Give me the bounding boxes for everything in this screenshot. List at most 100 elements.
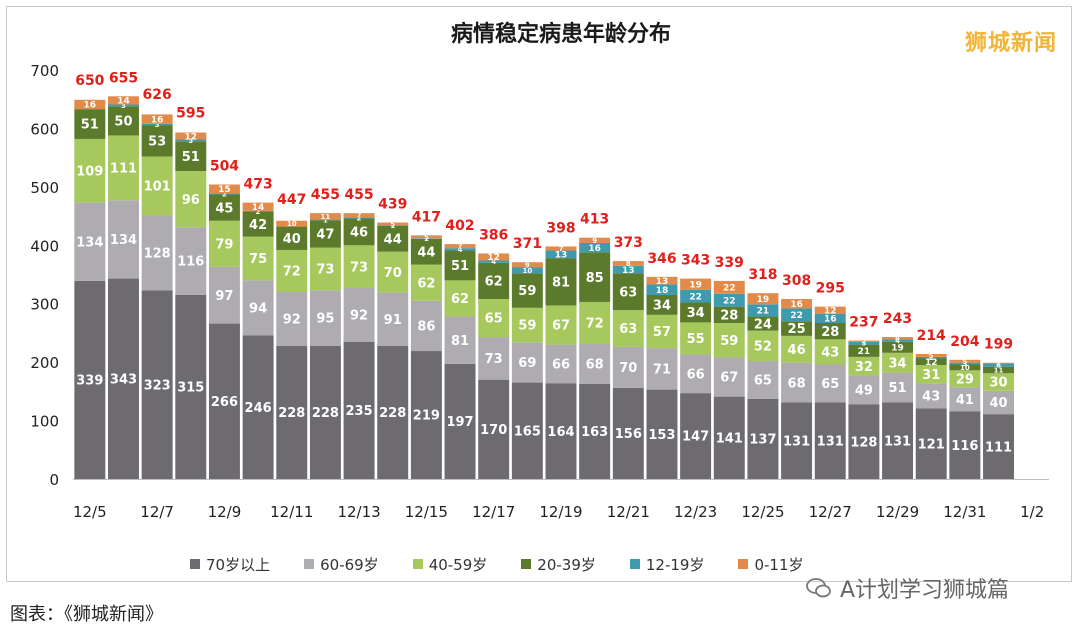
wechat-account-name: A计划学习狮城篇 [840,578,1010,603]
bar-segment [781,362,813,403]
bar-segment [983,390,1014,415]
bar-segment [108,200,139,279]
segment-label: 30 [989,376,1007,391]
x-tick-label: 12/5 [73,503,107,521]
segment-label: 22 [723,284,736,294]
segment-label: 163 [581,425,608,440]
segment-label: 73 [316,263,334,278]
segment-label: 59 [720,334,738,349]
segment-label: 8 [626,260,631,268]
bar-segment [747,398,779,479]
segment-label: 111 [985,440,1012,455]
y-tick-label: 100 [30,413,59,431]
x-tick-label: 12/13 [337,503,380,521]
bar-segment [208,194,240,221]
segment-label: 68 [788,376,806,391]
bar-segment [915,358,947,366]
bar-segment [545,344,577,384]
bar-segment [309,219,341,221]
bar-segment [309,290,341,346]
segment-label: 1 [996,360,1001,368]
segment-label: 45 [215,201,233,216]
bar-segment [680,278,712,290]
segment-label: 10 [287,220,297,228]
segment-label: 62 [485,275,503,290]
segment-label: 5 [962,358,967,366]
segment-label: 164 [547,425,574,440]
segment-label: 65 [821,377,839,392]
segment-label: 128 [850,435,877,450]
segment-label: 131 [884,434,911,449]
segment-label: 91 [384,313,402,328]
segment-label: 14 [117,97,130,107]
legend-item: 12-19岁 [629,554,704,575]
segment-label: 29 [956,372,974,387]
segment-label: 19 [757,295,770,305]
bar-segment [612,273,644,311]
segment-label: 34 [889,356,907,371]
bar-segment [713,306,745,323]
bar-segment [444,244,476,249]
bar-segment [309,213,341,220]
legend-label: 0-11岁 [754,555,804,574]
segment-label: 5 [929,352,934,360]
bar-segment [882,402,914,479]
segment-label: 131 [783,434,810,449]
segment-label: 71 [653,363,671,378]
bar-segment [511,262,543,268]
total-label: 318 [748,267,777,283]
bar-segment [579,383,611,479]
legend: 70岁以上 60-69岁 40-59岁 20-39岁 12-19岁 0-11岁 [190,553,804,575]
total-label: 439 [378,196,407,212]
bar-segment [242,202,274,211]
y-tick-label: 600 [30,120,59,138]
segment-label: 1 [323,216,328,224]
segment-label: 50 [114,115,132,130]
segment-label: 10 [960,364,970,372]
segment-label: 62 [451,292,469,307]
legend-item: 60-69岁 [304,554,379,575]
bar-segment [276,226,308,250]
bar-segment [410,238,442,239]
segment-label: 228 [278,406,305,421]
bar-segment [410,238,442,265]
segment-label: 49 [855,384,873,399]
segment-label: 19 [689,280,702,290]
bar-segment [276,220,308,227]
segment-label: 51 [182,150,200,165]
x-tick-label: 12/19 [539,503,582,521]
bar-segment [478,260,510,263]
segment-label: 315 [177,381,204,396]
total-label: 243 [883,311,912,327]
bar-segment [983,366,1014,374]
bar-segment [175,294,207,479]
figure-caption: 图表：《狮城新闻》 [10,604,163,625]
segment-label: 2 [861,338,866,346]
segment-label: 51 [451,259,469,274]
y-tick-label: 400 [30,237,59,255]
bar-segment [511,342,543,383]
y-tick-label: 200 [30,354,59,372]
bar-segment [276,249,308,293]
segment-label: 11 [321,213,331,221]
segment-label: 197 [446,415,473,430]
bar-segment [511,273,543,308]
legend-swatch [521,559,532,569]
segment-label: 53 [148,135,166,150]
segment-label: 14 [252,203,265,213]
bar-segment [814,322,846,340]
chart-frame: 病情稳定病患年龄分布 0 100 200 300 400 500 600 700 12/5 12/7… [6,6,1072,582]
segment-label: 7 [357,212,362,220]
bar-segment [410,300,442,352]
segment-label: 51 [889,381,907,396]
segment-label: 266 [211,395,238,410]
segment-label: 5 [424,233,429,241]
x-tick-label: 12/31 [943,503,986,521]
segment-label: 2 [256,208,261,216]
x-tick-label: 12/15 [405,503,448,521]
bar-segment [612,387,644,479]
total-label: 346 [647,251,676,267]
bar-segment [141,125,173,157]
legend-swatch [629,559,640,569]
bar-segment [579,242,611,253]
